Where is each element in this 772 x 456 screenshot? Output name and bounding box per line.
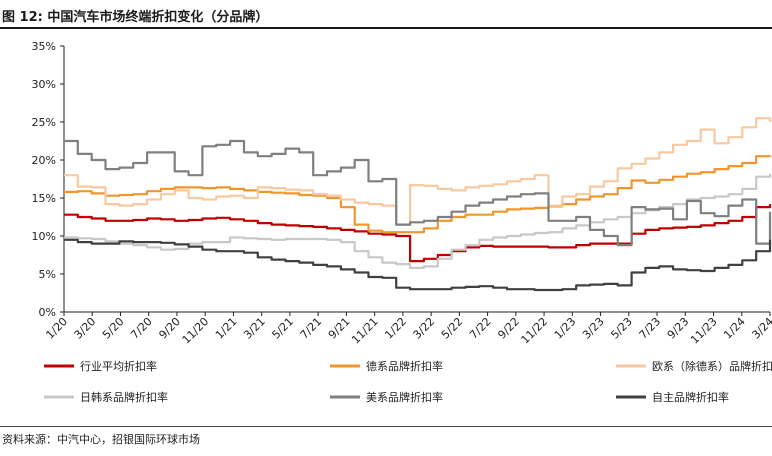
y-tick-label: 10%: [32, 230, 56, 243]
x-tick-label: 1/24: [721, 315, 748, 342]
x-tick-label: 3/23: [580, 315, 607, 342]
x-tick-label: 7/22: [467, 315, 494, 342]
legend-label-4: 日韩系品牌折扣率: [80, 390, 168, 404]
x-tick-label: 11/21: [349, 315, 381, 347]
series-line-5: [64, 139, 772, 247]
y-tick-labels: 0% 5% 10% 15% 20% 25% 30% 35%: [32, 40, 64, 319]
x-tick-label: 5/23: [608, 315, 635, 342]
x-tick-label: 3/20: [72, 315, 99, 342]
figure-title: 图 12: 中国汽车市场终端折扣变化（分品牌）: [2, 10, 269, 25]
bottom-rule: [0, 426, 772, 427]
y-tick-label: 15%: [32, 192, 56, 205]
x-tick-label: 11/20: [180, 315, 212, 347]
source-note: 资料来源：中汽中心，招银国际环球市场: [2, 433, 200, 446]
x-tick-label: 5/21: [269, 315, 296, 342]
legend-label-1: 行业平均折扣率: [80, 359, 157, 373]
x-tick-label: 11/22: [519, 315, 551, 347]
x-tick-label: 3/22: [411, 315, 438, 342]
y-tick-label: 25%: [32, 116, 56, 129]
x-tick-label: 5/20: [100, 315, 127, 342]
legend-label-3: 欧系（除德系）品牌折扣率: [652, 359, 772, 373]
y-tick-label: 35%: [32, 40, 56, 53]
legend-label-6: 自主品牌折扣率: [652, 390, 729, 404]
x-tick-label: 3/24: [749, 315, 772, 342]
chart-axes: [63, 46, 770, 313]
x-tick-label: 1/22: [382, 315, 409, 342]
x-tick-label: 5/22: [439, 315, 466, 342]
x-tick-label: 1/23: [552, 315, 579, 342]
y-tick-label: 5%: [39, 268, 56, 281]
series-line-1: [64, 204, 772, 263]
series-line-3: [64, 117, 772, 226]
series-line-2: [64, 155, 772, 234]
x-tick-label: 3/21: [241, 315, 268, 342]
y-tick-label: 30%: [32, 78, 56, 91]
x-tick-label: 7/23: [637, 315, 664, 342]
series-line-6: [64, 238, 772, 292]
series-lines: [64, 117, 772, 292]
x-tick-label: 7/21: [298, 315, 325, 342]
x-tick-label: 1/21: [213, 315, 240, 342]
legend-label-5: 美系品牌折扣率: [366, 390, 443, 404]
title-rule: [0, 27, 772, 29]
line-chart: 0% 5% 10% 15% 20% 25% 30% 35% 1/20 3/20 5/20 7/20 9…: [32, 40, 772, 404]
x-tick-label: 11/23: [688, 315, 720, 347]
legend-label-2: 德系品牌折扣率: [366, 359, 443, 373]
y-tick-label: 20%: [32, 154, 56, 167]
y-tick-label: 0%: [39, 306, 56, 319]
x-tick-label: 7/20: [128, 315, 155, 342]
